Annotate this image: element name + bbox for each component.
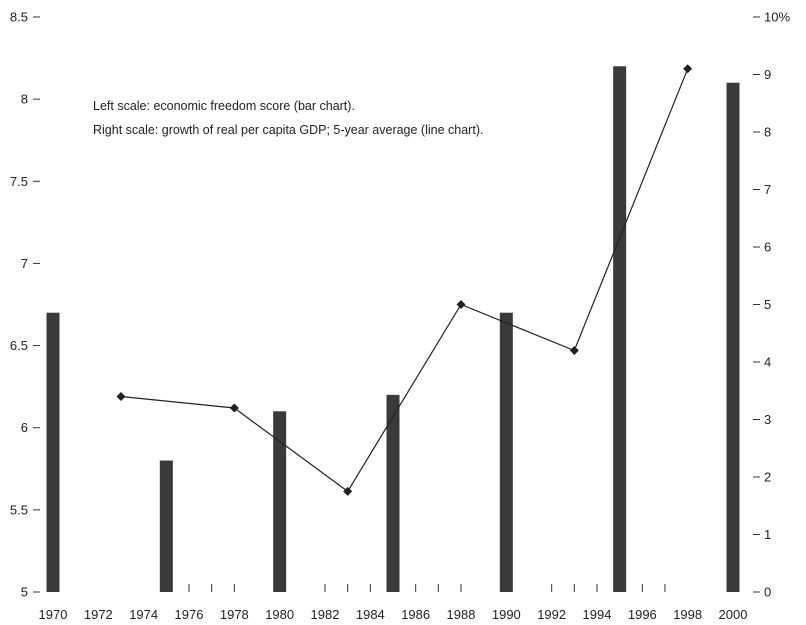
line-marker-1973 — [116, 392, 126, 401]
left-tick-label-1: 5.5 — [10, 502, 28, 517]
line-series — [116, 64, 693, 496]
x-tick-label-1990: 1990 — [492, 607, 521, 622]
left-tick-label-4: 7 — [21, 256, 28, 271]
right-tick-label-0: 0 — [764, 585, 771, 600]
right-tick-label-5: 5 — [764, 297, 771, 312]
bar-series — [46, 66, 740, 593]
x-tick-label-2000: 2000 — [719, 607, 748, 622]
right-axis: 0 1 2 3 4 5 6 7 8 9 10% — [753, 10, 790, 600]
right-tick-label-2: 2 — [764, 470, 771, 485]
right-tick-label-1: 1 — [764, 527, 771, 542]
line-marker-1978 — [229, 403, 239, 413]
x-tick-label-1972: 1972 — [84, 607, 113, 622]
line-marker-1983 — [343, 486, 353, 496]
x-tick-label-1976: 1976 — [175, 607, 204, 622]
line-marker-1993 — [569, 346, 579, 355]
bar-2000 — [726, 82, 740, 592]
right-tick-label-4: 4 — [764, 355, 771, 370]
left-tick-label-7: 8.5 — [10, 10, 28, 25]
line-marker-1998 — [683, 64, 693, 74]
x-tick-label-1998: 1998 — [673, 607, 702, 622]
x-tick-label-1970: 1970 — [39, 607, 68, 622]
right-tick-label-6: 6 — [764, 240, 771, 255]
x-tick-label-1982: 1982 — [311, 607, 340, 622]
left-tick-label-6: 8 — [21, 92, 28, 107]
left-tick-label-3: 6.5 — [10, 338, 28, 353]
left-tick-label-0: 5 — [21, 585, 28, 600]
right-tick-label-8: 8 — [764, 125, 771, 140]
x-tick-label-1984: 1984 — [356, 607, 385, 622]
x-tick-label-1992: 1992 — [537, 607, 566, 622]
left-tick-label-5: 7.5 — [10, 174, 28, 189]
line-marker-1988 — [456, 300, 466, 309]
bar-1975 — [159, 460, 173, 592]
bar-1985 — [386, 394, 400, 592]
bar-1995 — [613, 66, 627, 593]
bar-1980 — [273, 411, 287, 592]
x-tick-label-1986: 1986 — [401, 607, 430, 622]
annotations: Left scale: economic freedom score (bar … — [93, 99, 483, 137]
x-tick-label-1996: 1996 — [628, 607, 657, 622]
x-tick-label-1988: 1988 — [447, 607, 476, 622]
x-tick-label-1978: 1978 — [220, 607, 249, 622]
left-tick-label-2: 6 — [21, 420, 28, 435]
x-tick-label-1980: 1980 — [265, 607, 294, 622]
right-tick-label-3: 3 — [764, 412, 771, 427]
x-minor-ticks — [188, 584, 666, 592]
annotation-left-scale: Left scale: economic freedom score (bar … — [93, 99, 355, 113]
growth-line — [120, 68, 689, 493]
x-axis: 1970 1972 1974 1976 1978 1980 1982 1984 1986 1988… — [39, 607, 748, 622]
bar-1990 — [499, 312, 513, 592]
left-axis: 5 5.5 6 6.5 7 7.5 8 8.5 — [10, 10, 40, 600]
annotation-right-scale: Right scale: growth of real per capita G… — [93, 123, 483, 137]
x-tick-label-1994: 1994 — [583, 607, 612, 622]
right-tick-label-7: 7 — [764, 182, 771, 197]
right-tick-label-9: 9 — [764, 67, 771, 82]
bar-1970 — [46, 312, 60, 592]
x-tick-label-1974: 1974 — [129, 607, 158, 622]
right-tick-label-10: 10% — [764, 10, 790, 25]
